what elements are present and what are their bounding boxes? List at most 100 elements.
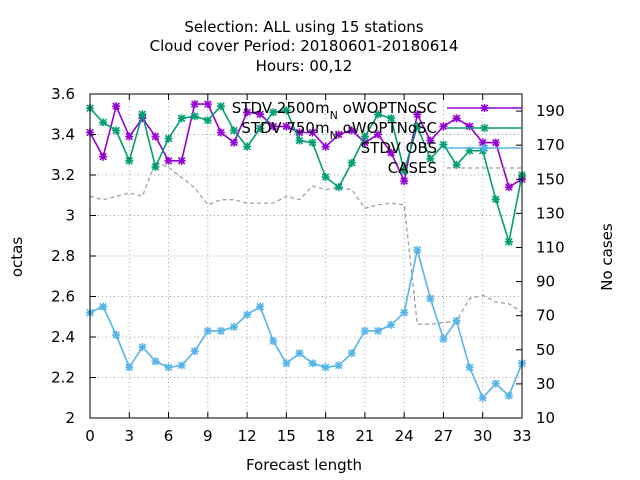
series-line — [89, 249, 523, 400]
data-point — [282, 106, 291, 115]
data-point — [334, 130, 343, 139]
series-2 — [86, 245, 526, 402]
y-tick-label: 3.2 — [51, 166, 75, 184]
data-point — [478, 393, 487, 402]
data-point — [282, 122, 291, 131]
x-tick-label: 18 — [316, 427, 335, 445]
data-point — [374, 326, 382, 335]
data-point — [230, 138, 238, 147]
data-point — [125, 132, 134, 141]
data-point — [295, 349, 304, 358]
data-point — [177, 156, 186, 165]
data-point — [256, 124, 265, 133]
legend-label: STDV 2500mN oWOPTNoSC — [232, 99, 437, 122]
data-point — [112, 330, 121, 339]
data-point — [164, 363, 173, 372]
series-line — [89, 161, 523, 325]
data-point — [308, 128, 317, 137]
y2-axis-label: No cases — [598, 223, 616, 291]
x-tick-label: 21 — [355, 427, 374, 445]
grid — [90, 94, 522, 418]
legend-label: STDV OBS — [361, 139, 437, 157]
x-tick-label: 15 — [277, 427, 296, 445]
x-tick-label: 0 — [85, 427, 95, 445]
axes — [89, 93, 523, 419]
data-point — [177, 361, 186, 370]
data-point — [480, 144, 489, 152]
data-point — [400, 308, 409, 317]
data-point — [387, 148, 396, 157]
y2-tick-label: 110 — [536, 238, 565, 256]
data-point — [334, 183, 343, 192]
legend-entry-2: STDV OBS — [361, 139, 522, 157]
y-tick-label: 2.4 — [51, 328, 75, 346]
data-point — [125, 156, 134, 165]
data-point — [164, 156, 173, 165]
data-point — [230, 126, 238, 135]
data-point — [99, 118, 108, 127]
data-point — [360, 132, 369, 141]
tick-labels: 0 3 6 9 12 15 18 21 24 27 30 33 2 2.2 2.4 2.6 2.8 3 3.2 3.4… — [51, 85, 565, 445]
title-line-2: Cloud cover Period: 20180601-20180614 — [150, 37, 459, 55]
data-point — [387, 320, 396, 329]
data-point — [400, 177, 409, 186]
series-1 — [86, 102, 526, 246]
data-point — [374, 130, 382, 139]
data-point — [413, 110, 422, 119]
x-tick-label: 27 — [434, 427, 453, 445]
y2-tick-label: 50 — [536, 341, 555, 359]
data-point — [504, 183, 513, 192]
data-point — [269, 108, 278, 117]
data-point — [491, 379, 500, 388]
x-tick-label: 30 — [473, 427, 492, 445]
data-point — [177, 114, 186, 123]
data-point — [426, 294, 435, 303]
data-point — [452, 114, 461, 123]
data-point — [125, 363, 134, 372]
data-point — [216, 326, 225, 335]
data-point — [480, 124, 489, 132]
data-point — [112, 126, 121, 135]
data-point — [138, 110, 147, 119]
x-tick-label: 6 — [164, 427, 174, 445]
data-point — [151, 357, 160, 366]
y-tick-label: 2.8 — [51, 247, 75, 265]
x-tick-label: 24 — [395, 427, 414, 445]
series-line — [89, 103, 523, 189]
x-tick-label: 3 — [124, 427, 134, 445]
data-point — [151, 132, 160, 141]
data-point — [308, 138, 317, 147]
y2-tick-label: 70 — [536, 307, 555, 325]
data-point — [504, 237, 513, 246]
data-point — [269, 122, 278, 131]
data-point — [203, 116, 212, 125]
data-point — [308, 359, 317, 368]
data-point — [190, 112, 199, 121]
y2-tick-label: 170 — [536, 136, 565, 154]
data-point — [282, 359, 291, 368]
data-point — [360, 326, 369, 335]
y-tick-label: 2.2 — [51, 369, 75, 387]
y-tick-label: 2.6 — [51, 288, 75, 306]
data-point — [321, 142, 330, 151]
x-tick-label: 33 — [512, 427, 531, 445]
data-point — [439, 335, 448, 344]
data-point — [504, 391, 513, 400]
data-point — [413, 245, 422, 254]
data-point — [256, 302, 265, 311]
data-point — [439, 140, 448, 149]
x-tick-label: 12 — [238, 427, 257, 445]
data-point — [491, 138, 500, 147]
data-point — [269, 337, 278, 346]
y-tick-label: 3.6 — [51, 85, 75, 103]
data-point — [99, 302, 108, 311]
series-line — [89, 104, 523, 243]
legend-label: CASES — [388, 159, 437, 177]
y-axis-label: octas — [8, 237, 26, 277]
data-point — [112, 102, 121, 111]
data-point — [321, 363, 330, 372]
data-point — [452, 316, 461, 325]
data-point — [203, 100, 212, 109]
